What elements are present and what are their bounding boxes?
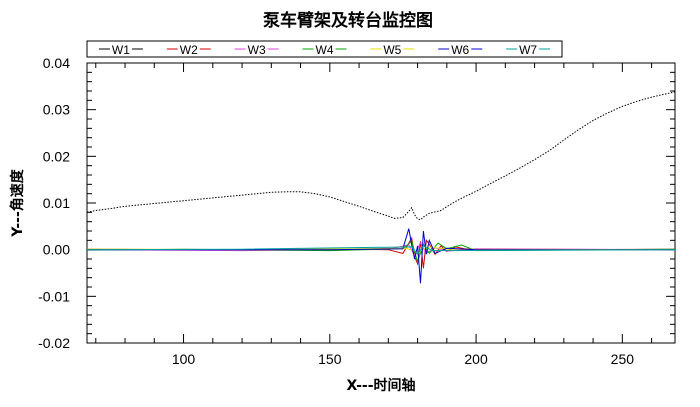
x-tick-label: 100 xyxy=(172,351,196,367)
legend-label-w7: W7 xyxy=(519,43,537,57)
x-tick-label: 150 xyxy=(318,351,342,367)
x-tick-label: 250 xyxy=(611,351,635,367)
x-axis-label: X---时间轴 xyxy=(346,377,415,394)
legend-label-bg xyxy=(177,42,200,56)
series-line-w2 xyxy=(86,236,676,269)
legend-label-w6: W6 xyxy=(451,43,469,57)
chart-title: 泵车臂架及转台监控图 xyxy=(263,10,433,31)
y-tick-label: 0.00 xyxy=(43,242,70,258)
legend-label-w2: W2 xyxy=(180,43,198,57)
legend-label-bg xyxy=(245,42,268,56)
plot-area xyxy=(86,62,676,344)
y-tick-label: 0.02 xyxy=(43,148,70,164)
y-tick-label: 0.03 xyxy=(43,102,70,118)
y-tick-label: 0.04 xyxy=(43,55,70,71)
x-tick-label: 200 xyxy=(464,351,488,367)
series-line-w7 xyxy=(86,245,676,256)
legend-label-w3: W3 xyxy=(248,43,266,57)
legend: W1 W2 W3 W4 W5 W6 W7 xyxy=(86,40,563,58)
series-line-w4 xyxy=(86,240,676,264)
series-line-w6 xyxy=(87,228,675,284)
legend-label-w1: W1 xyxy=(112,43,130,57)
legend-label-w5: W5 xyxy=(383,43,401,57)
legend-label-bg xyxy=(517,42,540,56)
y-tick-label: -0.02 xyxy=(38,335,70,351)
legend-label-w4: W4 xyxy=(316,43,334,57)
legend-label-bg xyxy=(449,42,472,56)
series-line-w1 xyxy=(86,91,676,221)
legend-label-bg xyxy=(313,42,336,56)
legend-label-bg xyxy=(109,42,132,56)
y-tick-label: -0.01 xyxy=(38,288,70,304)
legend-label-bg xyxy=(381,42,404,56)
y-axis-label: Y---角速度 xyxy=(9,168,26,238)
y-tick-label: 0.01 xyxy=(43,195,70,211)
